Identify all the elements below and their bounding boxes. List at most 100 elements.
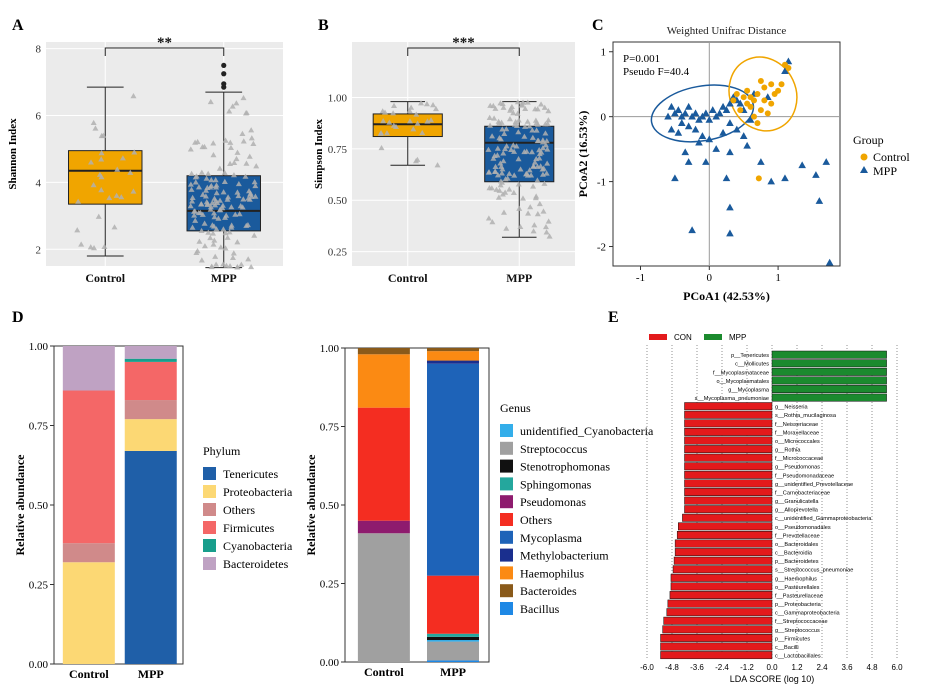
legend-con-label: CON xyxy=(674,333,692,342)
jitter-point xyxy=(246,153,253,159)
jitter-point xyxy=(489,219,496,225)
mpp-point xyxy=(726,99,734,107)
jitter-point xyxy=(542,130,549,136)
jitter-point xyxy=(98,150,105,156)
stack-segment xyxy=(427,360,479,364)
mpp-point xyxy=(736,99,745,107)
jitter-point xyxy=(534,137,541,144)
jitter-point xyxy=(496,120,503,126)
jitter-point xyxy=(233,155,240,162)
legend-swatch xyxy=(500,602,513,615)
mpp-point xyxy=(757,158,765,165)
mpp-point xyxy=(695,138,703,146)
lda-bar xyxy=(673,556,773,565)
jitter-point xyxy=(527,204,534,210)
lda-bar xyxy=(676,531,773,539)
stack-segment xyxy=(427,363,479,576)
taxon-label: f__Pseudomonadaceae xyxy=(775,473,834,479)
jitter-point xyxy=(494,172,501,178)
jitter-point xyxy=(130,188,137,194)
legend-label: Others xyxy=(223,503,255,517)
jitter-point xyxy=(87,159,94,165)
mpp-point xyxy=(812,171,820,178)
annotation-pseudo-f: Pseudo F=40.4 xyxy=(623,66,690,78)
lda-bar xyxy=(684,410,773,419)
jitter-point xyxy=(195,184,202,190)
mpp-point xyxy=(684,158,693,165)
x-tick-label: 6.0 xyxy=(891,663,903,672)
jitter-point xyxy=(512,118,519,125)
panel-b-simpson-boxplot: 0.25 0.50 0.75 1.00 Control MPP *** Simpson Ind… xyxy=(313,35,575,285)
mpp-point xyxy=(726,203,734,211)
chart-title: Weighted Unifrac Distance xyxy=(667,25,787,37)
jitter-point xyxy=(491,168,498,174)
jitter-point xyxy=(487,122,494,128)
taxon-label: f__Streptococcaceae xyxy=(775,619,828,625)
significance-bracket xyxy=(407,47,520,56)
legend-swatch xyxy=(500,459,513,473)
y-tick-label: -1 xyxy=(597,177,606,189)
legend-label: Methylobacterium xyxy=(520,549,609,563)
control-point xyxy=(751,97,758,104)
jitter-point xyxy=(541,180,548,186)
stack-segment xyxy=(62,346,115,391)
jitter-point xyxy=(252,193,259,199)
control-point xyxy=(757,107,764,114)
legend-label: Streptococcus xyxy=(520,442,588,456)
jitter-point xyxy=(544,160,551,166)
jitter-point xyxy=(546,233,553,239)
jitter-point xyxy=(222,229,229,236)
taxon-label: s__Rothia_mucilaginosa xyxy=(775,413,837,419)
mpp-point xyxy=(667,125,676,133)
jitter-point xyxy=(243,160,250,166)
legend-swatch xyxy=(203,503,216,516)
jitter-point xyxy=(434,162,441,168)
jitter-point xyxy=(212,253,219,259)
panel-label-e: E xyxy=(608,309,619,326)
x-tick-label: MPP xyxy=(211,271,237,285)
x-tick-label: Control xyxy=(69,667,109,681)
significance-stars: *** xyxy=(452,35,475,51)
jitter-point xyxy=(223,262,230,268)
x-axis-label: LDA SCORE (log 10) xyxy=(730,674,815,684)
jitter-point xyxy=(538,149,545,155)
stack-segment xyxy=(427,640,479,642)
legend-label: Haemophilus xyxy=(520,566,584,580)
panel-label-d: D xyxy=(12,309,24,326)
jitter-point xyxy=(207,98,214,105)
jitter-point xyxy=(490,155,497,161)
taxon-label: f__Micrococcaceae xyxy=(775,456,823,462)
jitter-point xyxy=(406,118,413,124)
legend-con-swatch xyxy=(649,334,667,340)
control-point xyxy=(761,97,768,104)
significance-stars: ** xyxy=(157,35,172,51)
mpp-point xyxy=(781,67,789,75)
jitter-point xyxy=(221,178,228,184)
jitter-point xyxy=(111,224,118,230)
x-tick-label: 0 xyxy=(707,272,713,284)
legend-label: Mycoplasma xyxy=(520,531,583,545)
jitter-point xyxy=(242,173,249,179)
jitter-point xyxy=(485,215,492,221)
jitter-point xyxy=(210,140,217,146)
jitter-point xyxy=(211,237,218,243)
stack-segment xyxy=(62,562,115,664)
jitter-point xyxy=(246,196,253,202)
stack-segment xyxy=(62,390,115,544)
legend-label: Firmicutes xyxy=(223,521,275,535)
panel-label-a: A xyxy=(12,17,24,34)
jitter-point xyxy=(532,106,539,112)
jitter-point xyxy=(205,170,212,176)
jitter-point xyxy=(525,210,532,216)
mpp-point xyxy=(702,109,710,117)
jitter-point xyxy=(534,210,541,217)
stack-segment xyxy=(124,400,177,420)
legend-label: Sphingomonas xyxy=(520,477,592,491)
jitter-point xyxy=(235,180,242,187)
x-tick-label: Control xyxy=(364,665,404,679)
jitter-point xyxy=(229,254,236,261)
jitter-point xyxy=(542,142,549,148)
lda-bar xyxy=(670,573,773,582)
jitter-point xyxy=(522,105,529,111)
x-tick-label: MPP xyxy=(506,271,532,285)
